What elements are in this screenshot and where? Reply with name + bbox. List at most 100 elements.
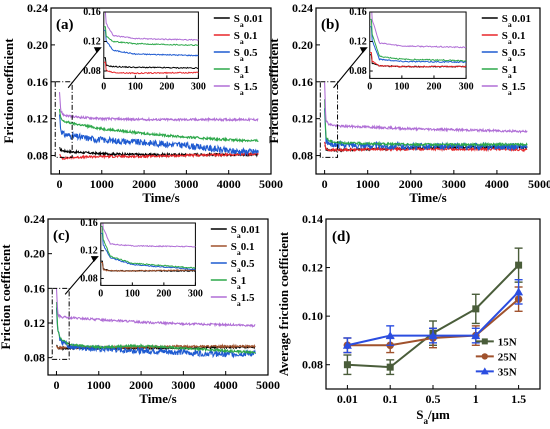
x-tick-label: 2000 (129, 378, 153, 392)
inset-x-tick-label: 100 (128, 81, 143, 92)
x-tick-label: 1000 (87, 378, 111, 392)
panel-label: (c) (53, 228, 70, 244)
legend-label: Sa1.5 (234, 81, 258, 97)
y-tick-label: 0.08 (292, 149, 313, 163)
x-axis-label: Time/s (142, 190, 179, 205)
x-tick-label: 4000 (485, 177, 509, 191)
panel-b: 0 1000 2000 3000 4000 50000.080.120.160.200.2… (266, 1, 550, 205)
inset-frame (369, 11, 467, 79)
inset-frame (100, 222, 196, 286)
zoom-arrow (333, 48, 367, 89)
series-line (58, 114, 259, 157)
panel-label: (b) (321, 17, 339, 33)
series-line (59, 151, 259, 161)
inset-x-tick-label: 0 (101, 81, 106, 92)
x-tick-label: 2000 (132, 177, 156, 191)
legend-label: 15N (498, 336, 517, 348)
data-point (514, 287, 524, 296)
inset: 0 100 200 300 0.08 0.12 0.16 (83, 7, 206, 92)
inset-series-line (100, 232, 196, 271)
y-tick-label: 0.20 (27, 38, 48, 52)
y-tick-label: 0.08 (27, 149, 48, 163)
plot-frame (47, 218, 269, 376)
inset-series-line (100, 226, 196, 269)
series-line (58, 108, 259, 144)
inset-y-tick-label: 0.12 (349, 37, 367, 48)
series-line (55, 307, 256, 359)
inset-series-line (103, 57, 199, 70)
inset-series-line (369, 18, 467, 62)
inset: 0 100 200 300 0.08 0.12 0.16 (80, 218, 203, 299)
x-tick-label: 1.5 (511, 392, 526, 406)
x-tick-label: 0 (322, 177, 328, 191)
x-tick-label: 3000 (442, 177, 466, 191)
inset-y-tick-label: 0.12 (83, 37, 101, 48)
x-axis-label: Time/s (409, 190, 446, 205)
zoom-box (54, 81, 73, 158)
inset-series-line (102, 223, 196, 248)
legend-label: Sa0.01 (231, 224, 260, 240)
y-axis-label: Friction coefficient (1, 38, 16, 144)
inset-y-tick-label: 0.16 (349, 7, 367, 18)
inset-x-tick-label: 200 (159, 81, 174, 92)
panel-c: 0 1000 2000 3000 4000 50000.080.120.160.200.2… (0, 212, 280, 406)
y-tick-label: 0.16 (24, 281, 45, 295)
data-point (343, 361, 351, 369)
legend-label: 35N (498, 366, 517, 378)
inset-x-tick-label: 100 (125, 288, 140, 299)
y-tick-label: 0.08 (24, 351, 45, 365)
legend-label: Sa0.01 (502, 13, 531, 29)
x-tick-label: 1000 (356, 177, 380, 191)
inset-y-tick-label: 0.16 (83, 7, 101, 18)
inset: 0 100 200 300 0.08 0.12 0.16 (349, 7, 474, 92)
y-tick-label: 0.24 (292, 1, 313, 15)
y-tick-label: 0.16 (292, 75, 313, 89)
y-tick-label: 0.24 (24, 212, 45, 226)
inset-x-tick-label: 300 (188, 288, 203, 299)
y-axis-label: Friction coefficient (266, 38, 281, 144)
y-tick-label: 0.20 (24, 247, 45, 261)
x-axis-label: Sa/μm (416, 407, 450, 426)
y-tick-label: 0.12 (302, 261, 323, 275)
panel-d: 0.01 0.1 0.5 1 1.5 0.08 0.10 0.12 0.14 Sa/μm Avera… (277, 212, 541, 426)
x-tick-label: 4000 (214, 378, 238, 392)
legend-label: Sa0.1 (502, 30, 526, 46)
inset-y-tick-label: 0.08 (349, 66, 367, 77)
y-axis-label: Friction coefficient (0, 244, 13, 350)
legend-label: Sa0.01 (234, 13, 263, 29)
inset-series-line (103, 26, 199, 47)
x-tick-label: 5000 (259, 177, 283, 191)
plot-frame (315, 7, 541, 175)
y-tick-label: 0.08 (302, 358, 323, 372)
x-tick-label: 0 (56, 177, 62, 191)
y-tick-label: 0.12 (292, 112, 313, 126)
y-tick-label: 0.24 (27, 1, 48, 15)
x-tick-label: 0 (53, 378, 59, 392)
inset-x-tick-label: 300 (459, 81, 474, 92)
data-point (515, 261, 523, 269)
series-line (324, 99, 528, 148)
arrow-head (93, 47, 102, 54)
legend-label: Sa0.1 (231, 241, 255, 257)
inset-series-group (103, 12, 199, 75)
arrow-head (359, 47, 368, 54)
y-tick-label: 0.20 (292, 38, 313, 52)
inset-x-tick-label: 300 (191, 81, 206, 92)
inset-x-tick-label: 100 (394, 81, 409, 92)
series-group (55, 288, 256, 359)
arrow-head (90, 256, 99, 263)
x-tick-label: 1000 (90, 177, 114, 191)
x-tick-label: 5000 (528, 177, 550, 191)
inset-x-tick-label: 0 (367, 81, 372, 92)
legend-marker (481, 353, 488, 360)
series-line (347, 264, 520, 369)
inset-y-tick-label: 0.08 (83, 66, 101, 77)
x-tick-label: 0.01 (337, 392, 358, 406)
inset-series-line (371, 12, 467, 49)
legend-label: Sa1 (234, 64, 249, 80)
inset-series-line (103, 61, 199, 75)
inset-series-line (369, 26, 467, 64)
y-tick-label: 0.10 (302, 309, 323, 323)
y-tick-label: 0.16 (27, 75, 48, 89)
legend-label: Sa0.1 (234, 30, 258, 46)
